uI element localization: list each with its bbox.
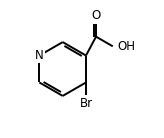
Text: N: N: [35, 49, 44, 62]
Text: Br: Br: [79, 97, 92, 110]
Text: O: O: [91, 10, 101, 22]
Text: OH: OH: [117, 40, 135, 53]
